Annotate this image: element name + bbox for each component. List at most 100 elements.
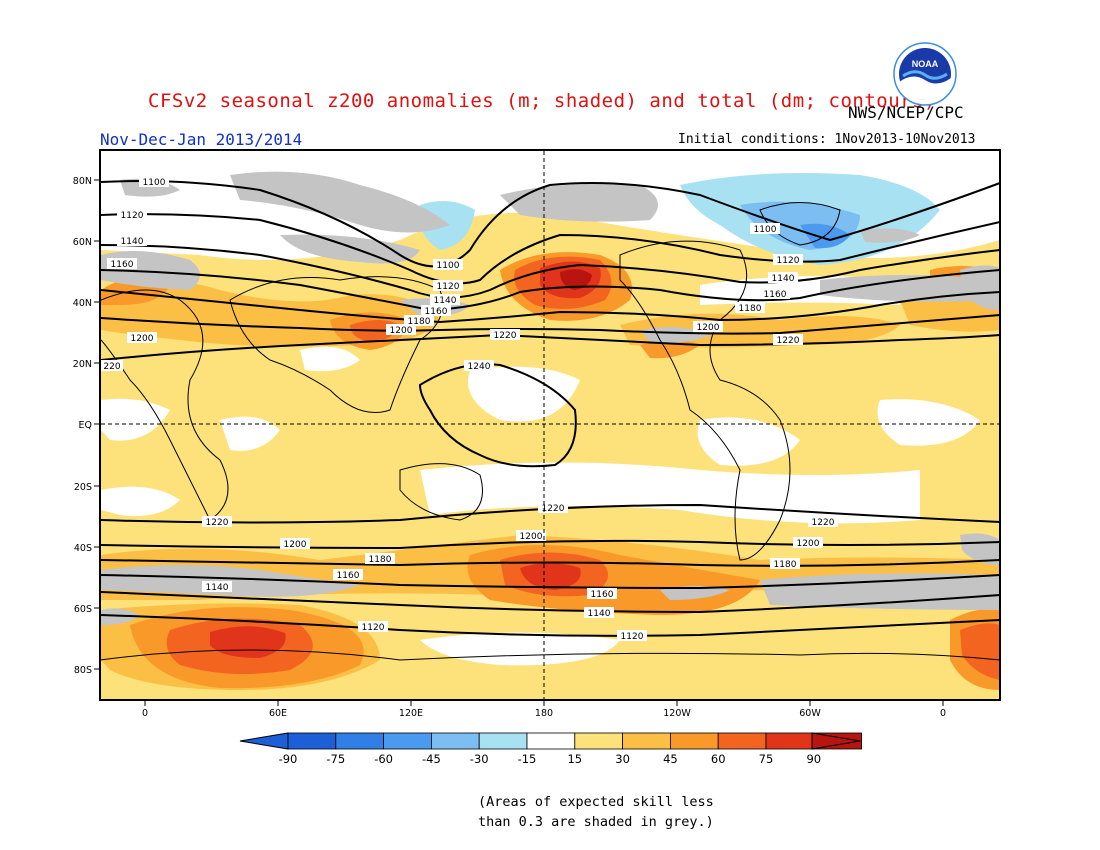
colorbar-swatch <box>383 732 432 750</box>
contour-label: 1140 <box>584 607 614 619</box>
contour-label: 1220 <box>538 502 568 514</box>
svg-text:1240: 1240 <box>468 362 491 372</box>
svg-text:1220: 1220 <box>812 518 835 528</box>
colorbar-swatch <box>287 732 337 750</box>
svg-text:1100: 1100 <box>437 261 460 271</box>
lat-label: 20S <box>74 482 92 493</box>
contour-label: 1160 <box>587 588 617 600</box>
skill-note-line: (Areas of expected skill less <box>478 794 714 810</box>
colorbar-swatch <box>478 732 528 750</box>
contour-label: 1120 <box>773 254 803 266</box>
svg-text:1160: 1160 <box>591 590 614 600</box>
contour-1180-south <box>101 559 1000 567</box>
colorbar-label: -75 <box>326 752 345 766</box>
lon-label: 120W <box>663 708 691 719</box>
contour-label: 1120 <box>617 630 647 642</box>
svg-text:1120: 1120 <box>121 211 144 221</box>
colorbar-label: 15 <box>567 752 582 766</box>
contour-label: 1120 <box>358 621 388 633</box>
svg-text:1200: 1200 <box>697 323 720 333</box>
contour-1240 <box>418 363 577 468</box>
colorbar-swatch <box>574 732 623 750</box>
chart-title: CFSv2 seasonal z200 anomalies (m; shaded… <box>148 90 936 112</box>
svg-text:1180: 1180 <box>369 555 392 565</box>
contour-label: 1180 <box>735 302 765 314</box>
lon-label: 180 <box>535 708 553 719</box>
svg-text:1220: 1220 <box>494 331 517 341</box>
colorbar: -90 -75 -60 -45 -30 -15 15 30 45 60 75 90 <box>239 732 862 766</box>
skill-note: (Areas of expected skill less than 0.3 a… <box>478 792 714 832</box>
svg-text:1160: 1160 <box>337 571 360 581</box>
contour-label: 1180 <box>365 553 395 565</box>
lon-label: 120E <box>399 708 423 719</box>
anomaly-shading <box>101 151 1000 700</box>
contour-1220 <box>101 333 1000 361</box>
skill-note-line: than 0.3 are shaded in grey.) <box>478 814 714 830</box>
contour-label: 1220 <box>490 329 520 341</box>
svg-text:1140: 1140 <box>121 237 144 247</box>
lat-label: 80N <box>73 176 92 187</box>
colorbar-label: -60 <box>374 752 393 766</box>
contour-label: 1160 <box>107 258 137 270</box>
height-contours <box>101 180 1000 637</box>
svg-text:1160: 1160 <box>764 290 787 300</box>
organization-label: NWS/NCEP/CPC <box>848 103 964 122</box>
svg-text:1220: 1220 <box>206 518 229 528</box>
svg-text:1160: 1160 <box>425 307 448 317</box>
svg-text:1200: 1200 <box>797 539 820 549</box>
svg-text:1200: 1200 <box>390 326 413 336</box>
colorbar-label: 30 <box>615 752 630 766</box>
contour-1180 <box>101 289 1000 324</box>
contour-label: 1140 <box>117 235 147 247</box>
lat-label: EQ <box>79 420 92 431</box>
contour-label: 1180 <box>404 315 434 327</box>
lat-label: 60S <box>74 604 92 615</box>
contour-label: 1100 <box>433 259 463 271</box>
longitude-labels: 0 60E 120E 180 120W 60W 0 <box>142 708 946 719</box>
colorbar-label: 90 <box>806 752 821 766</box>
svg-text:1100: 1100 <box>143 178 166 188</box>
contour-label: 1200 <box>516 530 546 542</box>
contour-label: 220 <box>101 360 123 372</box>
contour-label: 1180 <box>770 558 800 570</box>
lat-label: 20N <box>73 359 92 370</box>
contour-label: 1100 <box>750 223 780 235</box>
lon-label: 60W <box>799 708 821 719</box>
colorbar-label: -15 <box>518 752 537 766</box>
colorbar-label: -45 <box>422 752 441 766</box>
contour-1160-south <box>101 574 1000 590</box>
svg-text:1200: 1200 <box>131 334 154 344</box>
contour-label: 1220 <box>808 516 838 528</box>
contour-1120-south <box>101 614 1000 637</box>
svg-text:1200: 1200 <box>520 532 543 542</box>
svg-text:1180: 1180 <box>739 304 762 314</box>
colorbar-swatch <box>430 732 480 750</box>
contour-label: 1160 <box>421 305 451 317</box>
colorbar-swatch <box>335 732 384 750</box>
contour-label: 1160 <box>760 288 790 300</box>
contour-1160 <box>101 269 1000 312</box>
contour-1140-south <box>101 591 1000 614</box>
svg-text:1120: 1120 <box>362 623 385 633</box>
svg-text:1140: 1140 <box>772 274 795 284</box>
contour-label: 1120 <box>433 280 463 292</box>
noaa-logo-icon: NOAA <box>893 42 957 106</box>
lon-label: 60E <box>269 708 287 719</box>
svg-text:1220: 1220 <box>542 504 565 514</box>
lat-label: 80S <box>74 665 92 676</box>
contour-label: 1100 <box>139 176 169 188</box>
contour-label: 1140 <box>202 581 232 593</box>
contour-1200-south <box>101 539 1000 550</box>
lat-label: 60N <box>73 237 92 248</box>
contour-1200 <box>101 314 1000 335</box>
svg-text:1140: 1140 <box>588 609 611 619</box>
lon-label: 0 <box>940 708 946 719</box>
contour-labels: 1100 1120 1140 1160 1200 220 1100 1120 1… <box>101 176 838 642</box>
colorbar-label: 60 <box>711 752 726 766</box>
colorbar-swatch <box>765 732 815 750</box>
colorbar-label: 45 <box>663 752 678 766</box>
latitude-labels: 80N 60N 40N 20N EQ 20S 40S 60S 80S <box>73 176 92 676</box>
colorbar-swatch <box>622 732 671 750</box>
colorbar-label: 75 <box>759 752 774 766</box>
